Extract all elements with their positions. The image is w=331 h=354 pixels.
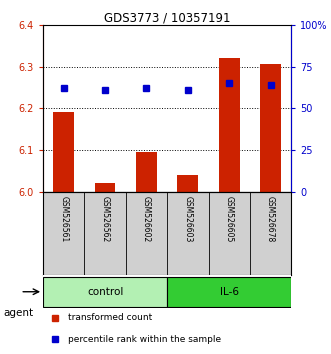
Bar [43, 277, 167, 307]
Text: control: control [87, 287, 123, 297]
Bar [177, 175, 198, 192]
Bar [260, 64, 281, 192]
Text: agent: agent [3, 308, 33, 318]
Bar [136, 152, 157, 192]
Bar [53, 113, 74, 192]
Bar [219, 58, 240, 192]
Text: GSM526602: GSM526602 [142, 196, 151, 242]
Title: GDS3773 / 10357191: GDS3773 / 10357191 [104, 12, 230, 25]
Text: GSM526562: GSM526562 [101, 196, 110, 242]
Text: transformed count: transformed count [68, 313, 152, 322]
Text: GSM526603: GSM526603 [183, 196, 192, 242]
Bar [95, 183, 116, 192]
Text: GSM526678: GSM526678 [266, 196, 275, 242]
Bar [167, 277, 291, 307]
Text: GSM526605: GSM526605 [225, 196, 234, 242]
Text: percentile rank within the sample: percentile rank within the sample [68, 335, 221, 344]
Text: GSM526561: GSM526561 [59, 196, 68, 242]
Text: IL-6: IL-6 [220, 287, 239, 297]
